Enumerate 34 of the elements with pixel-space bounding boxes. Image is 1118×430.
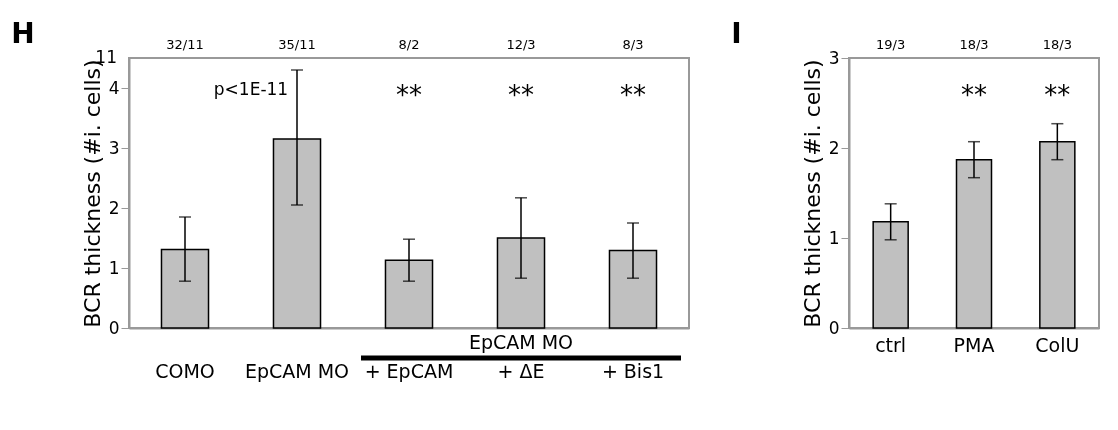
text: 18/3 xyxy=(959,37,989,52)
y-tick-label: 3 xyxy=(828,47,840,68)
y-axis-title: BCR thickness (#i. cells) xyxy=(799,59,825,328)
x-tick-label: ctrl xyxy=(875,333,907,356)
annotation: p<1E-11 xyxy=(213,79,289,100)
y-tick-label: 0 xyxy=(108,317,120,338)
text: 18/3 xyxy=(1042,37,1072,52)
text: 12/3 xyxy=(506,37,536,52)
text: 8/2 xyxy=(398,37,420,52)
y-tick-label: 2 xyxy=(108,197,120,218)
text: 8/3 xyxy=(622,37,644,52)
x-tick-label: EpCAM MO xyxy=(244,359,350,382)
x-tick-label: COMO xyxy=(155,359,215,382)
y-tick-label: 1 xyxy=(828,227,840,248)
x-tick-label: ColU xyxy=(1035,333,1080,356)
y-tick-label: 2 xyxy=(828,137,840,158)
y-tick-label: 0 xyxy=(828,317,840,338)
text: 35/11 xyxy=(278,37,316,52)
chart-title: I xyxy=(731,17,742,50)
y-tick-label: 1 xyxy=(108,257,120,278)
annotation: ** xyxy=(396,79,422,110)
annotation: ** xyxy=(961,79,987,110)
x-tick-label: + Bis1 xyxy=(601,359,665,382)
x-tick-label: + ΔE xyxy=(497,359,545,382)
y-tick-label: 3 xyxy=(108,137,120,158)
x-tick-label: + EpCAM xyxy=(364,359,454,382)
chart-title: H xyxy=(11,17,35,50)
y-tick-label: 4 xyxy=(108,77,120,98)
x-tick-label: PMA xyxy=(953,333,995,356)
text: 19/3 xyxy=(876,37,906,52)
annotation: ** xyxy=(620,79,646,110)
annotation: ** xyxy=(1044,79,1071,110)
annotation: ** xyxy=(508,79,534,110)
text: 32/11 xyxy=(166,37,204,52)
